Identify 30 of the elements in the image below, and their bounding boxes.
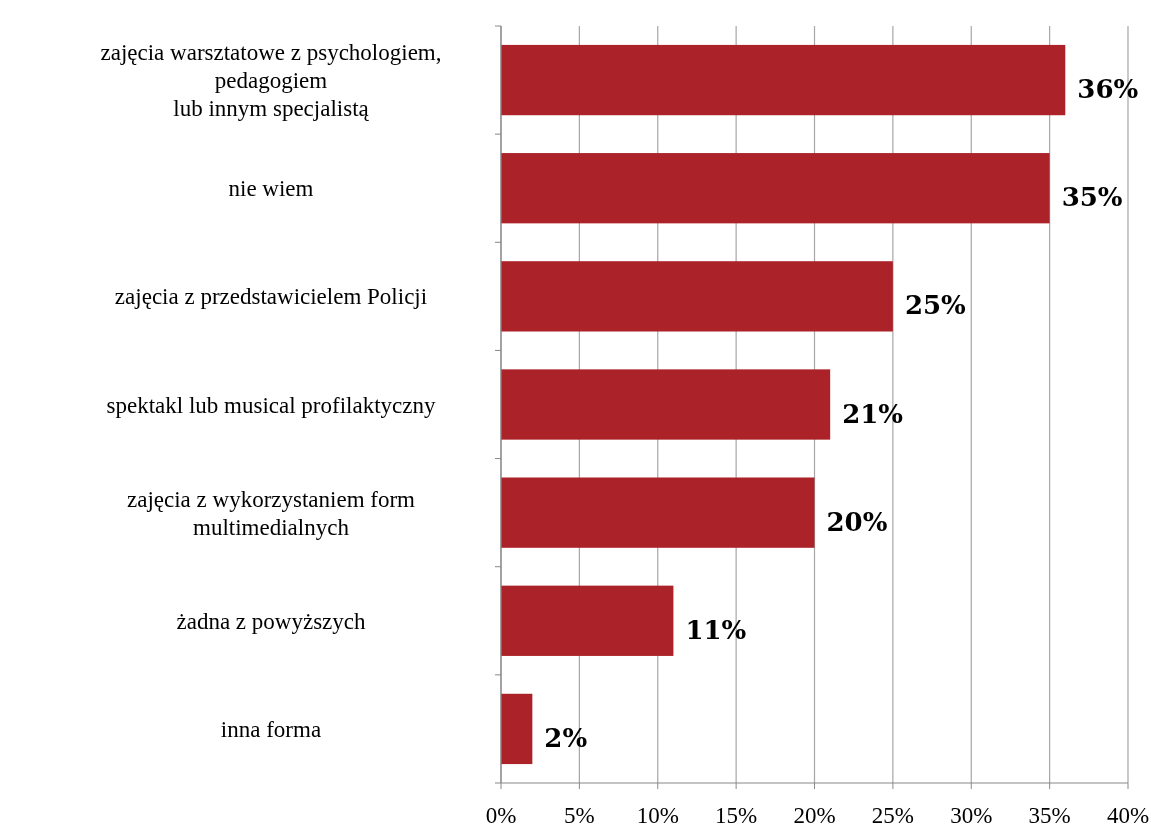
y-tick-label: nie wiem [228, 176, 314, 202]
x-tick-label: 30% [950, 803, 993, 828]
y-tick-label: spektakl lub musical profilaktyczny [106, 392, 436, 418]
y-tick-label: zajęcia warsztatowe z psychologiem, pedagogiem lub innym specjalistą [100, 40, 442, 122]
bar [501, 369, 831, 440]
y-tick-label: zajęcia z przedstawicielem Policji [114, 284, 428, 310]
x-tick-label: 35% [1028, 803, 1071, 828]
data-label: 35% [1061, 182, 1123, 213]
data-label: 2% [544, 722, 588, 753]
bar [501, 44, 1066, 116]
data-label: 25% [904, 290, 967, 321]
y-tick-label: zajęcia z wykorzystaniem form multimedialnych [126, 486, 416, 540]
bar [501, 693, 533, 765]
x-tick-label: 25% [871, 803, 914, 828]
data-label: 20% [826, 506, 888, 537]
bar [501, 261, 893, 332]
data-label: 21% [842, 398, 904, 429]
bar [501, 153, 1050, 224]
x-tick-label: 40% [1106, 803, 1150, 828]
x-tick-label: 15% [715, 803, 758, 828]
x-tick-label: 20% [793, 803, 836, 828]
data-label: 11% [685, 614, 747, 645]
bar [501, 477, 815, 548]
y-tick-label: inna forma [220, 716, 322, 742]
x-tick-label: 5% [564, 803, 595, 828]
bar [501, 585, 674, 656]
y-tick-label: żadna z powyższych [176, 608, 366, 634]
data-label: 36% [1077, 74, 1139, 105]
x-tick-label: 0% [485, 803, 517, 828]
x-tick-label: 10% [636, 803, 679, 828]
